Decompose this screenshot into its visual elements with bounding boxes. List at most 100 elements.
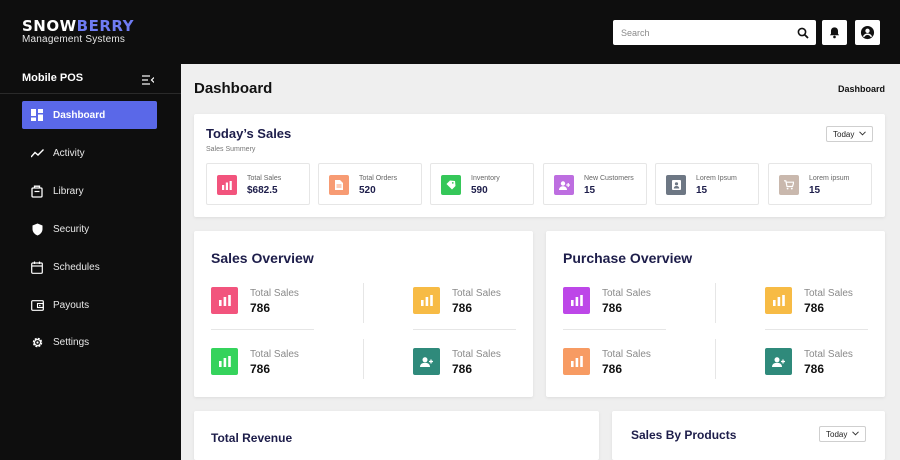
stat-card-inventory[interactable]: Inventory 590 [430,163,534,205]
stat-label: Total Orders [359,175,398,182]
dropdown-value: Today [826,429,848,439]
metric-value: 786 [452,362,473,376]
purchase-overview-card: Purchase Overview Total Sales 786 Total … [546,231,885,397]
overview-metric[interactable]: Total Sales 786 [211,343,351,383]
add-user-icon [765,348,792,375]
add-user-icon [413,348,440,375]
sidebar-item-label: Settings [53,336,90,348]
total-revenue-card: Total Revenue [194,411,599,460]
bar-chart-icon [211,348,238,375]
notifications-button[interactable] [822,20,847,45]
bar-chart-icon [563,348,590,375]
stat-value: 590 [471,185,488,196]
metric-value: 786 [250,301,271,315]
metric-label: Total Sales [250,349,299,360]
sidebar-item-label: Schedules [53,261,100,273]
sidebar-item-schedules[interactable]: Schedules [22,253,157,281]
bar-chart-icon [563,287,590,314]
sidebar-item-library[interactable]: Library [22,177,157,205]
overview-metric[interactable]: Total Sales 786 [413,282,553,322]
account-button[interactable] [855,20,880,45]
total-revenue-title: Total Revenue [211,431,293,445]
sales-overview-title: Sales Overview [211,250,314,266]
metric-label: Total Sales [804,349,853,360]
bar-chart-icon [413,287,440,314]
page-title: Dashboard [194,80,273,97]
stat-value: 15 [696,185,708,196]
todays-sales-card: Today’s Sales Sales Summery Today Total … [194,114,885,217]
stat-card-lorem-ipsum-1[interactable]: Lorem Ipsum 15 [655,163,759,205]
divider [211,329,314,330]
brand-name-part-2: BERRY [76,17,134,35]
brand-subtitle: Management Systems [22,34,126,45]
overview-metric[interactable]: Total Sales 786 [211,282,351,322]
stat-value: 15 [584,185,596,196]
sidebar-item-activity[interactable]: Activity [22,139,157,167]
sidebar-item-dashboard[interactable]: Dashboard [22,101,157,129]
divider [413,329,516,330]
stat-label: Total Sales [247,175,282,182]
id-card-icon [666,175,686,195]
overview-metric[interactable]: Total Sales 786 [413,343,553,383]
metric-label: Total Sales [602,288,651,299]
metric-value: 786 [452,301,473,315]
sales-by-products-filter-dropdown[interactable]: Today [819,426,867,442]
overview-metric[interactable]: Total Sales 786 [765,282,900,322]
sidebar-item-payouts[interactable]: Payouts [22,291,157,319]
tag-icon [441,175,461,195]
purchase-overview-title: Purchase Overview [563,250,693,266]
sidebar: Mobile POS Dashboard Activity Library Se… [0,64,181,460]
divider [363,283,364,323]
metric-label: Total Sales [452,349,501,360]
brand-name: SNOWBERRY [22,18,134,34]
brand-name-part-1: SNOW [22,17,77,35]
collapse-menu-icon[interactable] [142,72,155,90]
breadcrumb[interactable]: Dashboard [837,84,885,94]
search-input[interactable] [613,20,783,45]
metric-label: Total Sales [804,288,853,299]
overview-metric[interactable]: Total Sales 786 [563,343,703,383]
sidebar-item-label: Activity [53,147,85,159]
sales-by-products-title: Sales By Products [631,428,737,442]
wallet-icon [30,298,44,312]
sidebar-item-label: Library [53,185,84,197]
search-icon[interactable] [797,26,809,44]
gear-icon [30,335,44,349]
bar-chart-icon [211,287,238,314]
shield-icon [30,222,44,236]
bar-chart-icon [217,175,237,195]
divider [715,283,716,323]
bar-chart-icon [765,287,792,314]
overview-metric[interactable]: Total Sales 786 [765,343,900,383]
brand-logo[interactable]: SNOWBERRY Management Systems [22,18,134,45]
stat-card-new-customers[interactable]: New Customers 15 [543,163,647,205]
stat-label: New Customers [584,175,634,182]
stat-card-total-sales[interactable]: Total Sales $682.5 [206,163,310,205]
sidebar-item-settings[interactable]: Settings [22,328,157,356]
stat-value: $682.5 [247,185,278,196]
library-icon [30,184,44,198]
bell-icon [829,27,840,39]
top-bar: SNOWBERRY Management Systems [0,0,900,64]
divider [715,339,716,379]
stat-label: Inventory [471,175,500,182]
chevron-down-icon [852,430,860,438]
stat-label: Lorem ipsum [809,175,850,182]
stat-card-total-orders[interactable]: Total Orders 520 [318,163,422,205]
todays-sales-filter-dropdown[interactable]: Today [826,126,874,142]
todays-sales-title: Today’s Sales [206,126,292,141]
search-box [613,20,816,45]
divider [563,329,666,330]
metric-label: Total Sales [250,288,299,299]
sidebar-divider [0,93,181,94]
sidebar-item-label: Payouts [53,299,90,311]
stat-card-lorem-ipsum-2[interactable]: Lorem ipsum 15 [768,163,872,205]
metric-value: 786 [602,301,623,315]
metric-value: 786 [250,362,271,376]
overview-metric[interactable]: Total Sales 786 [563,282,703,322]
sidebar-item-security[interactable]: Security [22,215,157,243]
activity-icon [30,146,44,160]
user-circle-icon [860,25,875,40]
sidebar-item-label: Dashboard [53,109,106,121]
stat-label: Lorem Ipsum [696,175,737,182]
